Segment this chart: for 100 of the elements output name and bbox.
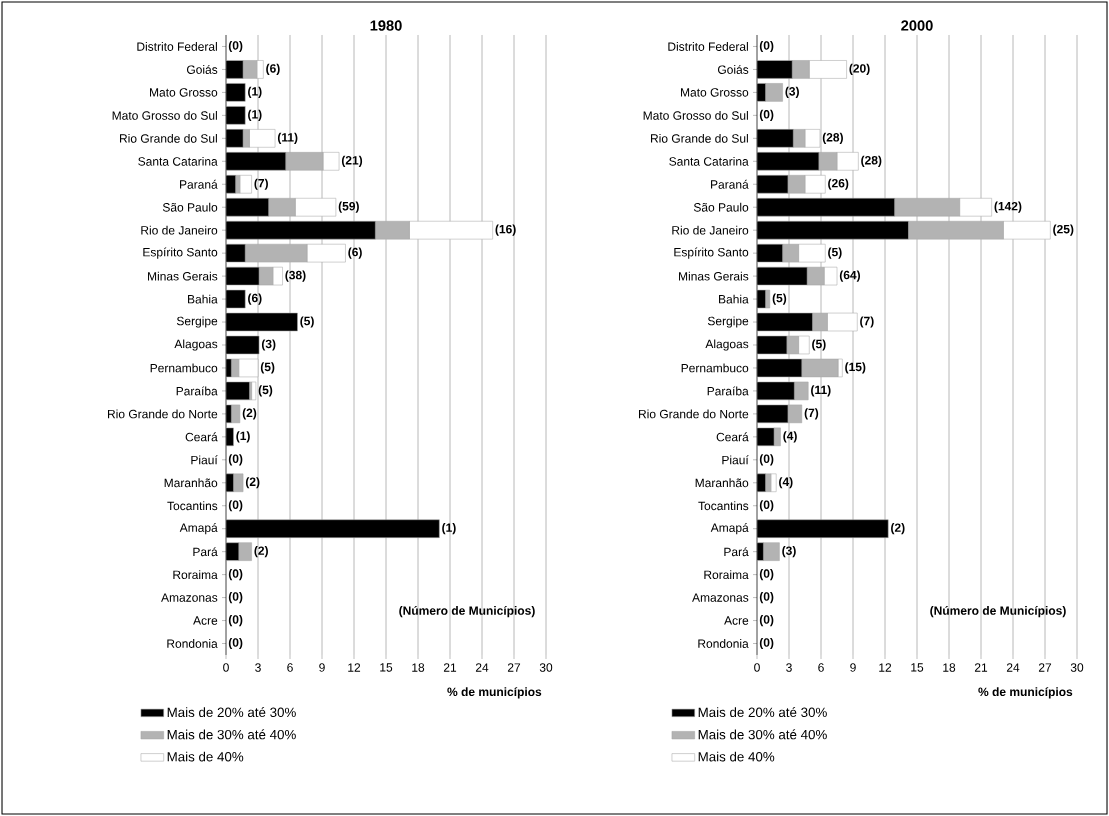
x-tick-label: 12	[348, 663, 361, 672]
x-tick-label: 27	[507, 663, 521, 672]
annotation: (0)	[759, 40, 774, 53]
y-tick-label: Santa Catarina	[669, 156, 749, 166]
annotation: (4)	[783, 431, 797, 443]
annotation: (6)	[266, 63, 280, 76]
x-tick-label: 6	[818, 663, 824, 672]
bar	[794, 381, 809, 401]
y-tick-label: Espírito Santo	[674, 247, 749, 259]
y-tick-label: Minas Gerais	[148, 271, 218, 281]
y-tick-label: Amazonas	[692, 593, 749, 602]
annotation: (21)	[341, 155, 363, 167]
annotation: (5)	[828, 247, 842, 259]
annotation: (28)	[861, 155, 882, 167]
annotation: (1)	[248, 109, 262, 121]
annotation: (0)	[759, 109, 774, 121]
y-tick-label: Mato Grosso do Sul	[643, 110, 748, 120]
annotation: (5)	[812, 339, 826, 351]
annotation: (0)	[228, 614, 243, 627]
annotation: (5)	[300, 316, 314, 328]
y-tick-label: Tocantins	[698, 501, 749, 511]
annotation: (0)	[759, 591, 774, 604]
annotation: (1)	[248, 86, 262, 98]
annotation: (0)	[228, 591, 243, 604]
x-tick-label: 6	[287, 663, 293, 672]
y-tick-label: Mato Grosso do Sul	[112, 110, 217, 120]
x-tick-label: 27	[1038, 663, 1052, 672]
annotation: (2)	[254, 546, 268, 558]
annotation: (0)	[759, 569, 774, 581]
annotation: (20)	[849, 63, 870, 76]
y-tick-label: Alagoas	[705, 339, 749, 351]
y-tick-label: Alagoas	[174, 339, 218, 351]
x-tick-label: 18	[943, 663, 956, 672]
annotation: (1)	[442, 523, 456, 535]
legend-label: Mais de 30% até 40%	[698, 729, 827, 740]
x-tick-label: 9	[850, 663, 856, 672]
annotation: (15)	[845, 362, 866, 374]
y-tick-label: Paraná	[180, 179, 218, 189]
bar	[765, 83, 783, 102]
annotation: (59)	[338, 201, 359, 213]
y-tick-label: Roraima	[173, 570, 218, 580]
bar	[233, 473, 244, 492]
y-tick-label: Paraíba	[707, 386, 749, 396]
x-tick-label: 21	[443, 663, 457, 672]
x-axis-title: % de municípios	[447, 687, 542, 699]
annotation: (0)	[759, 614, 774, 627]
bar	[239, 175, 252, 194]
y-tick-label: Goiás	[187, 64, 218, 74]
y-tick-label: Roraima	[704, 570, 749, 580]
y-tick-label: Mato Grosso	[150, 88, 218, 97]
annotation: (Número de Municípios)	[930, 605, 1066, 618]
y-tick-label: Ceará	[185, 432, 218, 442]
y-tick-label: Ceará	[716, 432, 749, 442]
annotation: (0)	[228, 569, 243, 581]
y-tick-label: Paraná	[711, 179, 749, 189]
y-tick-label: Piauí	[191, 455, 218, 465]
annotation: (2)	[891, 523, 905, 535]
y-tick-label: Bahia	[719, 294, 749, 304]
x-tick-label: 30	[1070, 663, 1084, 672]
annotation: (25)	[1053, 224, 1074, 236]
y-tick-label: Rio de Janeiro	[672, 225, 749, 235]
y-tick-label: Rio Grande do Norte	[639, 409, 749, 419]
annotation: (5)	[260, 362, 275, 374]
y-tick-label: Bahia	[188, 294, 218, 304]
x-tick-label: 15	[380, 663, 393, 672]
annotation: (0)	[228, 500, 243, 512]
y-tick-label: Rio Grande do Norte	[108, 409, 218, 419]
annotation: (142)	[994, 201, 1022, 213]
y-tick-label: São Paulo	[162, 202, 218, 212]
annotation: (11)	[811, 385, 831, 397]
legend-label: Mais de 40%	[167, 751, 244, 762]
y-tick-label: Rondonia	[167, 639, 218, 648]
annotation: (3)	[785, 86, 799, 98]
annotation: (16)	[495, 224, 516, 236]
x-tick-label: 12	[879, 663, 892, 672]
x-tick-label: 24	[1006, 663, 1020, 672]
y-tick-label: Distrito Federal	[137, 42, 217, 51]
annotation: (2)	[245, 477, 260, 489]
bar	[787, 404, 803, 424]
bar	[801, 358, 839, 378]
annotation: (0)	[759, 500, 774, 512]
annotation: (28)	[822, 132, 843, 144]
x-tick-label: 15	[911, 663, 924, 672]
y-tick-label: Rio Grande do Sul	[651, 133, 748, 143]
chart-title: 1980	[370, 20, 402, 31]
y-tick-label: Distrito Federal	[668, 42, 748, 51]
x-tick-label: 3	[786, 663, 792, 672]
x-axis-title: % de municípios	[978, 687, 1073, 699]
annotation: (38)	[285, 270, 306, 282]
annotation: (0)	[228, 454, 243, 466]
y-tick-label: Maranhão	[695, 478, 749, 488]
bar	[251, 381, 257, 401]
y-tick-label: Goiás	[718, 64, 749, 74]
y-tick-label: Rio Grande do Sul	[120, 133, 217, 143]
annotation: (0)	[759, 454, 774, 466]
y-tick-label: Espírito Santo	[143, 247, 218, 259]
x-tick-label: 0	[223, 663, 229, 672]
x-tick-label: 3	[255, 663, 261, 672]
x-tick-label: 24	[475, 663, 489, 672]
y-tick-label: Pernambuco	[681, 363, 749, 373]
